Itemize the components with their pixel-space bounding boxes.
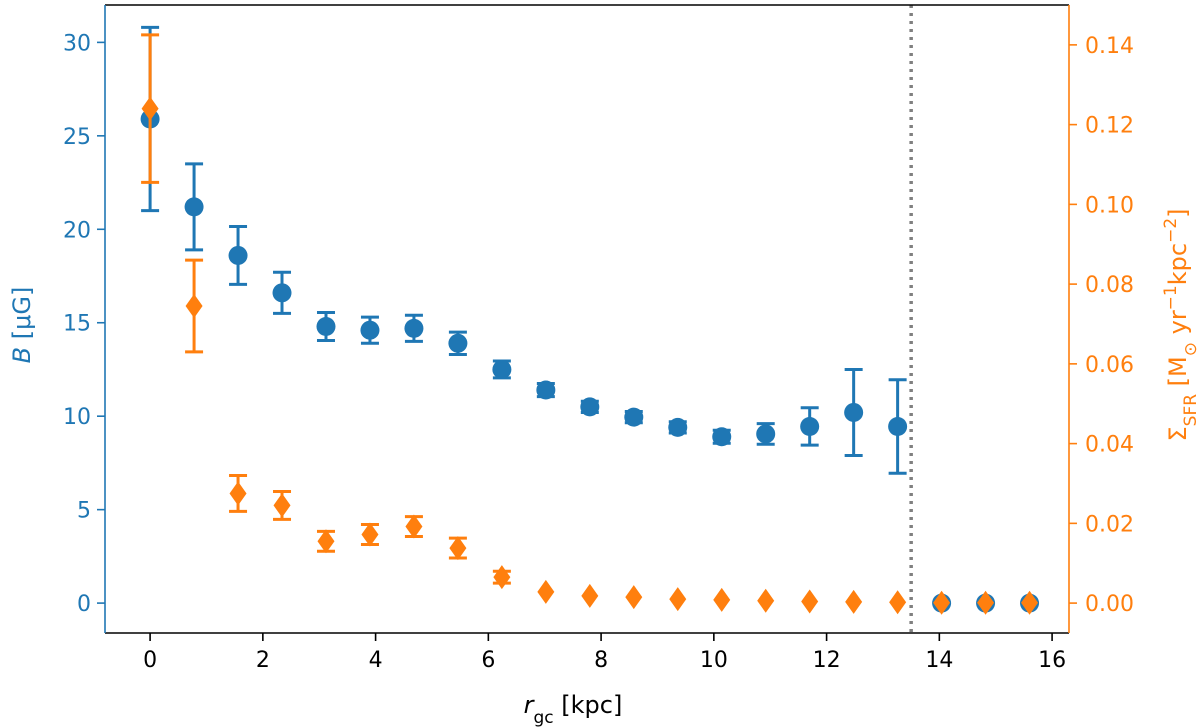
- data-point: [844, 402, 864, 422]
- data-point: [317, 529, 335, 554]
- y-left-tick-label: 15: [63, 312, 91, 337]
- y-right-tick-label: 0.00: [1085, 592, 1134, 617]
- x-tick-label: 6: [481, 648, 495, 673]
- data-point: [273, 493, 291, 518]
- y-left-tick-label: 30: [63, 31, 91, 56]
- data-point: [229, 481, 247, 506]
- x-tick-label: 2: [256, 648, 270, 673]
- y-left-tick-label: 0: [77, 592, 91, 617]
- data-point: [625, 585, 643, 610]
- data-point: [537, 579, 555, 604]
- x-axis-label: rgc [kpc]: [524, 691, 623, 727]
- data-point: [449, 536, 467, 561]
- y-axis-left-label: B [μG]: [8, 287, 36, 364]
- data-point: [1021, 590, 1039, 615]
- data-point: [536, 380, 556, 400]
- data-point: [889, 590, 907, 615]
- data-point: [272, 283, 292, 303]
- data-point: [581, 583, 599, 608]
- data-point: [360, 320, 380, 340]
- y-right-tick-label: 0.12: [1085, 114, 1134, 139]
- x-tick-label: 8: [594, 648, 608, 673]
- axes-layer: 0 2 4 6 8 10 12 14 16 0 5 10 15 20 25 30 0.00 0.02 0.04 0.0…: [63, 4, 1134, 673]
- data-point: [493, 565, 511, 590]
- x-tick-label: 0: [143, 648, 157, 673]
- data-point: [668, 417, 688, 437]
- data-point: [757, 588, 775, 613]
- x-tick-label: 16: [1038, 648, 1066, 673]
- data-point: [361, 522, 379, 547]
- data-point: [316, 316, 336, 336]
- data-point: [404, 318, 424, 338]
- y-right-tick-label: 0.14: [1085, 34, 1134, 59]
- y-right-tick-label: 0.02: [1085, 512, 1134, 537]
- data-point: [405, 514, 423, 539]
- y-right-tick-label: 0.10: [1085, 193, 1134, 218]
- data-point: [624, 407, 644, 427]
- series-layer: [140, 25, 1040, 615]
- x-tick-label: 4: [369, 648, 383, 673]
- data-point: [933, 590, 951, 615]
- data-point: [448, 333, 468, 353]
- data-point: [845, 589, 863, 614]
- data-point: [713, 587, 731, 612]
- y-left-tick-label: 25: [63, 125, 91, 150]
- data-point: [800, 416, 820, 436]
- x-tick-label: 12: [813, 648, 841, 673]
- data-point: [184, 197, 204, 217]
- data-point: [492, 359, 512, 379]
- data-point: [580, 397, 600, 417]
- data-point: [228, 245, 248, 265]
- data-point: [756, 424, 776, 444]
- y-right-tick-label: 0.04: [1085, 433, 1134, 458]
- series-b-field: [140, 25, 1040, 613]
- data-point: [801, 589, 819, 614]
- data-point: [977, 590, 995, 615]
- data-point: [888, 416, 908, 436]
- data-point: [669, 587, 687, 612]
- data-point: [712, 427, 732, 447]
- y-left-tick-label: 20: [63, 218, 91, 243]
- data-point: [141, 96, 159, 121]
- y-left-tick-label: 10: [63, 405, 91, 430]
- x-tick-label: 14: [925, 648, 953, 673]
- x-tick-label: 10: [700, 648, 728, 673]
- y-left-tick-label: 5: [77, 499, 91, 524]
- y-right-tick-label: 0.08: [1085, 273, 1134, 298]
- data-point: [185, 294, 203, 319]
- y-axis-right-label: ΣSFR [M⊙ yr−1kpc−2]: [1161, 208, 1200, 441]
- series-sfr: [141, 33, 1039, 615]
- y-right-tick-label: 0.06: [1085, 353, 1134, 378]
